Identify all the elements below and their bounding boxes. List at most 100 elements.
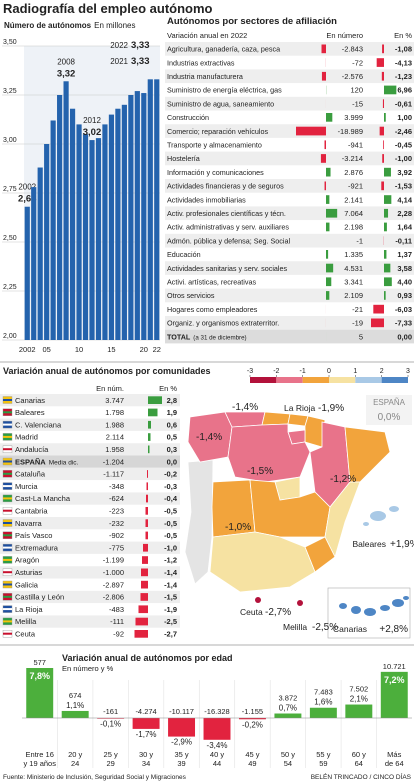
row-background (0, 492, 180, 505)
row-label: Melilla (15, 617, 37, 626)
annotation-year: 2021 (110, 57, 128, 66)
x-tick-line: 30 y (139, 750, 153, 759)
bar (61, 710, 89, 718)
bar (31, 187, 37, 340)
percent-label: 2,28 (397, 209, 412, 218)
bar (57, 95, 63, 340)
bar (141, 93, 147, 340)
island (403, 596, 409, 600)
bar (309, 707, 337, 718)
row-label-main: ESPAÑA (15, 457, 46, 466)
percent-bar (384, 277, 392, 287)
row-label: Baleares (15, 408, 45, 417)
number-bar (324, 140, 326, 150)
number-label: -1.204 (103, 457, 124, 466)
row-label: Información y comunicaciones (167, 168, 264, 177)
region (261, 411, 291, 426)
legend-swatch (329, 377, 356, 383)
map-label: -1,4% (232, 402, 258, 413)
row-label: Activ. profesionales científicas y técn. (167, 209, 286, 218)
legend-swatch (302, 377, 329, 383)
percent-label: -0,2 (164, 470, 177, 479)
percent-label: -2,9% (171, 738, 192, 747)
row-background (0, 394, 180, 407)
x-tick-label: Entre 16 y 19 años (23, 750, 56, 768)
percent-label: -1,53 (395, 182, 412, 191)
subtitle: En millones (94, 21, 135, 30)
x-tick-line: 55 y (316, 750, 330, 759)
number-bar (326, 291, 330, 300)
bar (121, 104, 127, 340)
row-label: Murcia (15, 482, 38, 491)
percent-bar (384, 195, 392, 204)
number-label: -483 (109, 605, 124, 614)
legend-tick-label: 1 (353, 368, 357, 375)
region (344, 426, 391, 483)
percent-bar (376, 58, 384, 67)
x-tick-line: 64 (355, 759, 363, 768)
number-bar (326, 167, 331, 177)
legend-swatch (381, 377, 408, 383)
percent-label: 1,37 (397, 250, 412, 259)
row-label: Hostelería (167, 154, 200, 163)
x-tick-line: 50 y (281, 750, 295, 759)
number-label: -232 (109, 519, 124, 528)
percent-label: 0,7% (279, 704, 297, 713)
number-label: -2.576 (342, 72, 363, 81)
number-label: 5 (359, 332, 363, 341)
x-tick-line: de 64 (385, 759, 404, 768)
flag-stripe (3, 608, 12, 611)
number-bar (321, 44, 326, 54)
number-bar (326, 222, 330, 232)
percent-bar (134, 630, 148, 638)
region (209, 531, 316, 593)
bar (76, 124, 82, 341)
percent-label: -0,1% (100, 720, 121, 729)
percent-label: -1,23 (395, 72, 412, 81)
annotation-value: 2,68 (18, 194, 37, 205)
row-background (0, 541, 180, 554)
percent-label: 3,92 (397, 168, 412, 177)
map-label: -1,9% (318, 403, 344, 414)
bar (97, 718, 125, 719)
row-label: Cataluña (15, 470, 46, 479)
bar (50, 120, 56, 340)
row-label: TOTAL (a 31 de diciembre) (167, 332, 247, 341)
bar (102, 124, 108, 341)
percent-label: -1,4 (164, 568, 178, 577)
percent-bar (145, 519, 148, 527)
percent-label: -1,08 (395, 45, 412, 54)
column-header: En % (394, 31, 412, 40)
flag-stripe (3, 448, 12, 451)
x-tick-line: 40 y (210, 750, 224, 759)
flag-stripe (3, 472, 12, 475)
legend-tick-label: 2 (380, 368, 384, 375)
row-label: Industria manufacturera (167, 72, 243, 81)
count-label: 3.872 (279, 694, 298, 703)
x-tick-label: 22 (153, 345, 161, 354)
percent-bar (148, 420, 151, 429)
percent-bar (147, 470, 148, 478)
number-label: -2.806 (103, 593, 124, 602)
number-label: -1.117 (103, 470, 124, 479)
number-label: -18.989 (338, 127, 363, 136)
row-label: Admón. pública y defensa; Seg. Social (167, 236, 290, 245)
x-tick-label: 40 y 44 (210, 750, 224, 768)
count-label: 577 (33, 658, 46, 667)
island (363, 522, 369, 526)
x-tick-line: 54 (284, 759, 292, 768)
flag-stripe (3, 583, 12, 586)
percent-bar (148, 445, 150, 454)
row-background (165, 124, 414, 138)
row-background (0, 467, 180, 481)
credit: BELÉN TRINCADO / CINCO DÍAS (311, 772, 412, 781)
x-tick-label: 30 y 34 (139, 750, 153, 768)
flag-stripe (3, 423, 12, 426)
row-background (165, 96, 414, 111)
percent-bar (143, 543, 148, 552)
number-label: 3.341 (344, 278, 363, 287)
x-tick-line: 45 y (245, 750, 259, 759)
bar (37, 167, 43, 340)
flag-stripe (3, 546, 12, 549)
number-label: 1.798 (105, 408, 124, 417)
